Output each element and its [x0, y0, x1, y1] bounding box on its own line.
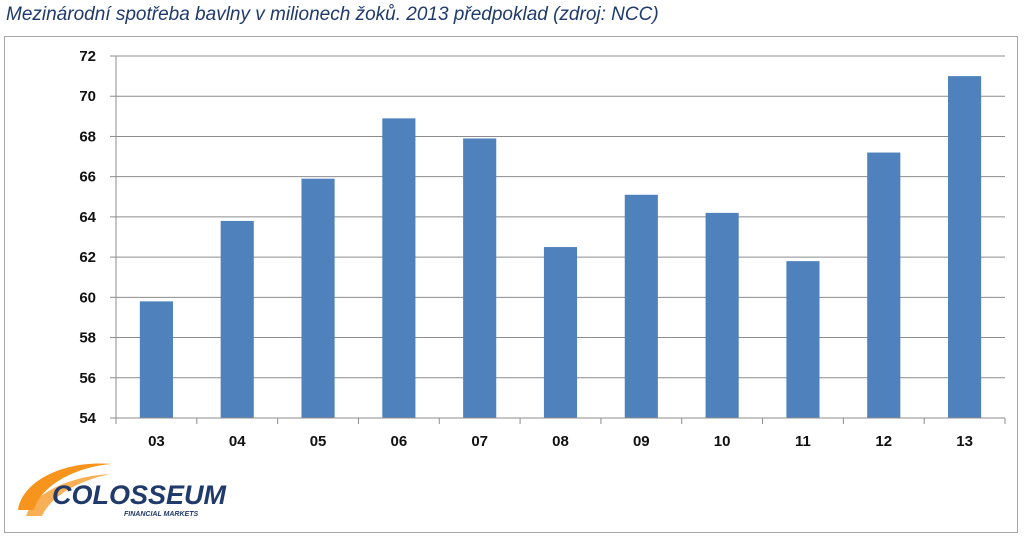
colosseum-logo: COLOSSEUM FINANCIAL MARKETS	[12, 452, 242, 532]
bar-11	[786, 261, 820, 418]
x-tick-label-10: 10	[714, 433, 731, 450]
bar-05	[301, 178, 335, 418]
bar-07	[463, 138, 497, 418]
y-tick-label: 64	[79, 209, 96, 226]
bar-chart: 54 56 58 60 62 64 66 68 70 72 03 04 05 06 07 08 09 10 11 12…	[79, 48, 1006, 450]
bars	[139, 76, 982, 418]
bar-10	[705, 212, 739, 418]
y-tick-label: 66	[79, 169, 96, 186]
tick-labels: 54 56 58 60 62 64 66 68 70 72 03 04 05 06 07 08 09 10 11 12…	[79, 48, 973, 450]
bar-04	[220, 220, 254, 418]
bar-08	[543, 247, 578, 418]
bar-13	[948, 76, 982, 418]
logo-name: COLOSSEUM	[52, 480, 227, 510]
bar-09	[624, 194, 658, 418]
y-tick-label: 62	[79, 249, 96, 266]
page-title: Mezinárodní spotřeba bavlny v milionech …	[6, 4, 659, 25]
y-tick-label: 56	[79, 370, 96, 387]
logo-tagline: FINANCIAL MARKETS	[124, 511, 198, 518]
x-tick-label-06: 06	[391, 433, 408, 450]
axes	[110, 55, 1006, 424]
x-tick-label-04: 04	[229, 433, 246, 450]
x-tick-label-05: 05	[310, 433, 327, 450]
x-tick-label-13: 13	[956, 433, 973, 450]
x-tick-label-07: 07	[471, 433, 488, 450]
bar-03	[139, 301, 173, 418]
chart-frame: 54 56 58 60 62 64 66 68 70 72 03 04 05 06 07 08 09 10 11 12…	[4, 36, 1018, 533]
x-tick-label-09: 09	[633, 433, 650, 450]
bar-12	[867, 152, 901, 418]
y-tick-label: 58	[79, 330, 96, 347]
y-tick-label: 70	[79, 88, 96, 105]
y-tick-label: 72	[79, 48, 96, 65]
y-tick-label: 54	[79, 410, 96, 427]
bar-06	[382, 118, 416, 418]
y-tick-label: 60	[79, 289, 96, 306]
x-tick-label-12: 12	[875, 433, 892, 450]
y-tick-label: 68	[79, 128, 96, 145]
logo-swoosh-icon: COLOSSEUM FINANCIAL MARKETS	[18, 463, 227, 518]
x-tick-label-08: 08	[552, 433, 569, 450]
x-tick-label-03: 03	[148, 433, 165, 450]
x-tick-label-11: 11	[795, 433, 811, 450]
